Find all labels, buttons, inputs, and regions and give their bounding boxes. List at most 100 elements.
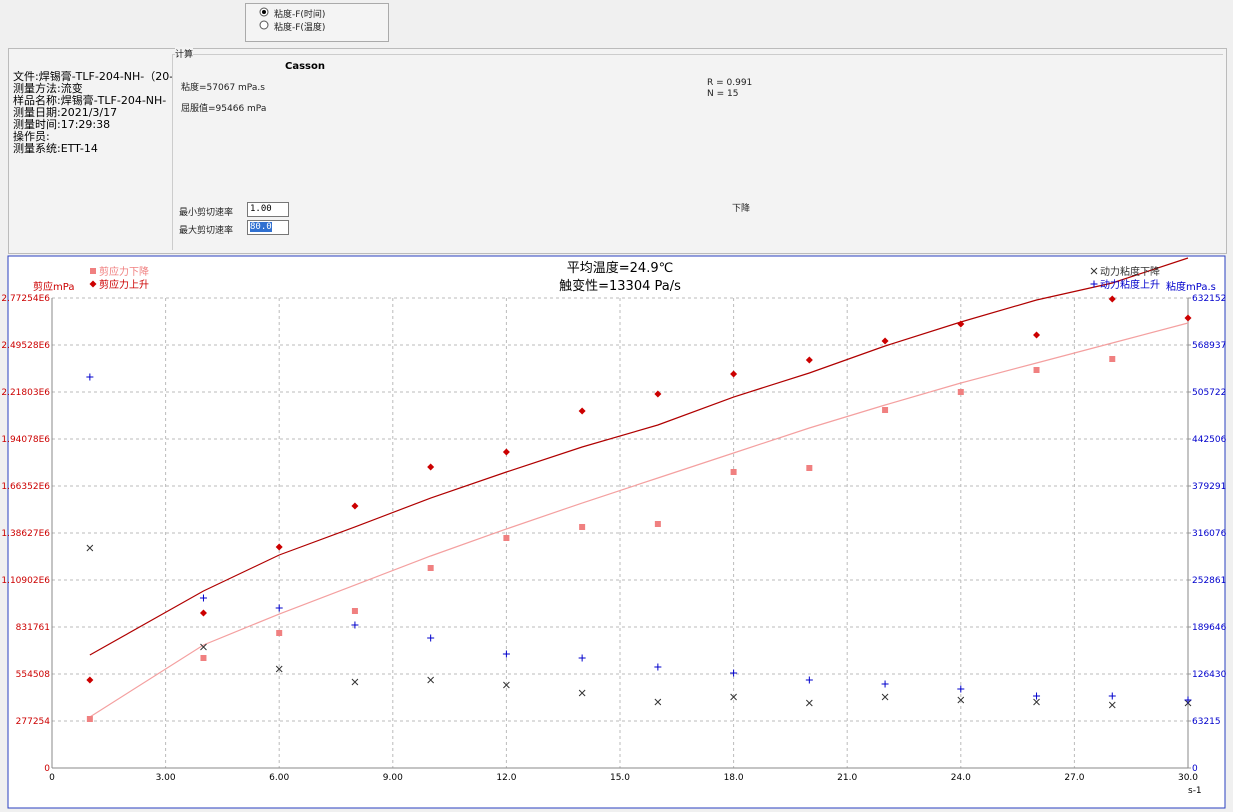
group-title: 计算 [175, 47, 194, 60]
data-point [502, 448, 510, 456]
y-tick-label: 1.10902E6 [1, 576, 50, 586]
min-rate-label: 最小剪切速率 [179, 208, 234, 218]
y-tick-label: 2.77254E6 [1, 294, 50, 304]
data-point [805, 356, 813, 364]
x-tick-label: 12.0 [496, 773, 516, 783]
data-point [1033, 692, 1041, 700]
data-point [957, 696, 965, 704]
chart-title: 平均温度=24.9℃ [567, 260, 673, 276]
data-point [1108, 295, 1116, 303]
y-tick-label: 0 [44, 764, 50, 774]
yield: 屈服值=95466 mPa [181, 104, 267, 114]
data-point [957, 320, 965, 328]
x-tick-label: 27.0 [1064, 773, 1084, 783]
y2-tick-label: 0 [1192, 764, 1198, 774]
mode-group: 粘度-F(时间) 粘度-F(温度) [245, 3, 389, 42]
info-line: 文件:焊锡膏-TLF-204-NH-（20-36） [13, 71, 173, 83]
data-point [199, 594, 207, 602]
data-point [957, 389, 964, 396]
data-point [86, 544, 94, 552]
data-point [806, 465, 813, 472]
data-point [1108, 692, 1116, 700]
x-tick-label: 30.0 [1178, 773, 1198, 783]
data-point [881, 680, 889, 688]
model: Casson [285, 61, 325, 72]
y-tick-label: 2.49528E6 [1, 341, 50, 351]
data-point [1184, 314, 1192, 322]
data-point [351, 621, 359, 629]
data-point [654, 520, 661, 527]
legend-label: 动力粘度上升 [1100, 278, 1160, 291]
y-tick-label: 1.94078E6 [1, 435, 50, 445]
y2-tick-label: 252861 [1192, 576, 1226, 586]
data-point [86, 676, 94, 684]
info-line: 样品名称:焊锡膏-TLF-204-NH-（20- [13, 94, 173, 107]
radio-label[interactable]: 粘度-F(时间) [274, 10, 326, 20]
data-point [730, 693, 737, 701]
x-tick-label: 0 [49, 773, 55, 783]
chart-subtitle: 触变性=13304 Pa/s [559, 278, 681, 294]
data-point [578, 689, 586, 697]
legend-marker [89, 280, 97, 288]
data-point [427, 463, 435, 471]
data-point [275, 665, 283, 673]
direction: 下降 [732, 204, 751, 214]
legend-marker [1090, 280, 1098, 288]
data-point [654, 698, 662, 706]
fit-curve [89, 257, 1189, 656]
selected-text: 80.0 [250, 222, 272, 232]
data-point [275, 604, 283, 612]
info-line: 操作员: [13, 130, 50, 143]
info-line: 测量时间:17:29:38 [13, 118, 111, 131]
data-point [351, 502, 359, 510]
y2-tick-label: 568937 [1192, 341, 1226, 351]
radio-dot [262, 10, 266, 14]
data-point [503, 534, 510, 541]
radio-icons [259, 7, 269, 30]
data-point [1033, 331, 1041, 339]
min-rate-input[interactable]: 1.00 [247, 202, 289, 217]
data-point [1109, 355, 1116, 362]
data-point [654, 663, 662, 671]
max-rate-input[interactable]: 80.0 [247, 220, 289, 235]
data-point [579, 523, 586, 530]
r-value: R = 0.991 [707, 78, 753, 88]
x-axis-label: s-1 [1188, 786, 1202, 796]
y2-tick-label: 505722 [1192, 388, 1226, 398]
y-tick-label: 277254 [16, 717, 51, 727]
data-point [1184, 696, 1192, 704]
y2-tick-label: 442506 [1192, 435, 1227, 445]
legend-label: 动力粘度下降 [1100, 265, 1160, 278]
data-point [730, 469, 737, 476]
data-point [351, 678, 359, 686]
y2-axis-label: 粘度mPa.s [1166, 280, 1216, 293]
data-point [351, 608, 358, 615]
info-line: 测量方法:流变 [13, 82, 83, 95]
data-point [276, 629, 283, 636]
data-point [86, 373, 94, 381]
info-lines: 文件:焊锡膏-TLF-204-NH-（20-36）测量方法:流变样品名称:焊锡膏… [13, 71, 173, 155]
y-tick-label: 1.66352E6 [1, 482, 50, 492]
info-line: 测量系统:ETT-14 [13, 142, 98, 155]
chart-frame [7, 255, 1226, 809]
y-tick-label: 1.38627E6 [1, 529, 50, 539]
info-panel: 文件:焊锡膏-TLF-204-NH-（20-36）测量方法:流变样品名称:焊锡膏… [8, 47, 1227, 254]
y2-tick-label: 189646 [1192, 623, 1227, 633]
data-point [654, 390, 662, 398]
data-point [200, 643, 207, 651]
data-point [86, 715, 93, 722]
info-line: 测量日期:2021/3/17 [13, 106, 118, 119]
y2-tick-label: 379291 [1192, 482, 1226, 492]
data-point [805, 676, 813, 684]
x-tick-label: 3.00 [156, 773, 176, 783]
radio-button[interactable] [259, 20, 269, 30]
x-tick-label: 9.00 [383, 773, 403, 783]
x-tick-label: 15.0 [610, 773, 630, 783]
y2-tick-label: 632152 [1192, 294, 1226, 304]
radio-label[interactable]: 粘度-F(温度) [274, 23, 326, 33]
y-tick-label: 2.21803E6 [1, 388, 50, 398]
fit-curve [89, 322, 1189, 718]
data-point [427, 634, 435, 642]
data-point [502, 650, 510, 658]
